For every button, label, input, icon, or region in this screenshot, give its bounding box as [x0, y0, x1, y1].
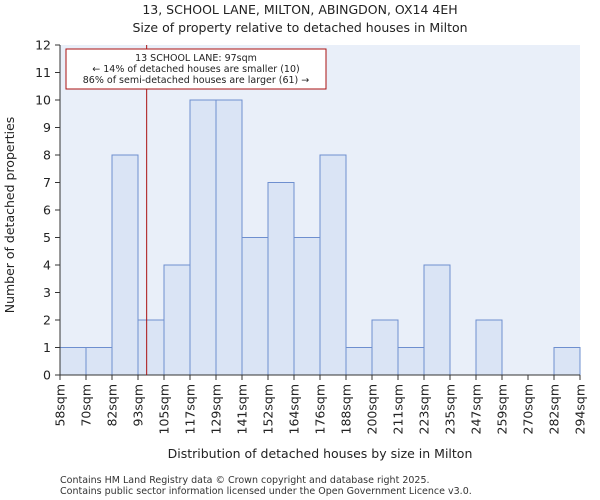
- x-tick-label: 259sqm: [495, 384, 510, 434]
- x-tick-label: 164sqm: [287, 384, 302, 434]
- x-tick-label: 129sqm: [209, 384, 224, 434]
- y-tick-label: 5: [43, 230, 51, 245]
- annotation-box: [65, 48, 327, 90]
- bar-105sqm: [163, 264, 191, 376]
- x-tick-label: 235sqm: [443, 384, 458, 434]
- y-tick-label: 7: [43, 175, 51, 190]
- x-tick-label: 211sqm: [391, 384, 406, 434]
- annotation-line-1: 13 SCHOOL LANE: 97sqm: [135, 53, 257, 64]
- y-tick-label: 8: [43, 148, 51, 163]
- chart-title: 13, SCHOOL LANE, MILTON, ABINGDON, OX14 …: [142, 2, 457, 17]
- footer-line-2: Contains public sector information licen…: [60, 486, 472, 497]
- annotation-line-3: 86% of semi-detached houses are larger (…: [83, 75, 310, 86]
- x-tick-label: 294sqm: [573, 384, 588, 434]
- y-axis-label: Number of detached properties: [2, 117, 17, 314]
- bar-200sqm: [371, 319, 399, 376]
- x-tick-label: 152sqm: [261, 384, 276, 434]
- x-axis-label: Distribution of detached houses by size …: [168, 446, 473, 461]
- y-tick-label: 10: [35, 93, 51, 108]
- x-tick-label: 223sqm: [417, 384, 432, 434]
- x-tick-label: 141sqm: [235, 384, 250, 434]
- y-tick-label: 6: [43, 203, 51, 218]
- bar-93sqm: [137, 319, 165, 376]
- x-tick-label: 82sqm: [105, 384, 120, 427]
- y-tick-label: 4: [43, 258, 51, 273]
- bar-129sqm: [215, 99, 243, 376]
- y-tick-label: 9: [43, 120, 51, 135]
- bar-282sqm: [553, 347, 581, 376]
- x-tick-label: 117sqm: [183, 384, 198, 434]
- x-tick-label: 58sqm: [53, 384, 68, 427]
- x-tick-label: 70sqm: [79, 384, 94, 427]
- footer-line-1: Contains HM Land Registry data © Crown c…: [60, 475, 430, 486]
- x-tick-label: 200sqm: [365, 384, 380, 434]
- bar-164sqm: [293, 237, 321, 376]
- x-tick-label: 270sqm: [521, 384, 536, 434]
- x-tick-label: 247sqm: [469, 384, 484, 434]
- x-tick-label: 105sqm: [157, 384, 172, 434]
- y-tick-label: 0: [43, 368, 51, 383]
- x-axis: 58sqm 70sqm 82sqm 93sqm 105sqm 117sqm 129sqm 14…: [53, 374, 588, 434]
- annotation-line-2: ← 14% of detached houses are smaller (10…: [92, 64, 299, 75]
- bar-70sqm: [85, 347, 113, 376]
- bar-247sqm: [475, 319, 503, 376]
- bar-series: [59, 99, 581, 376]
- bar-176sqm: [319, 154, 347, 376]
- bar-152sqm: [267, 182, 295, 376]
- bar-58sqm: [59, 347, 87, 376]
- chart-subtitle: Size of property relative to detached ho…: [132, 20, 467, 35]
- x-tick-label: 282sqm: [547, 384, 562, 434]
- bar-211sqm: [397, 347, 425, 376]
- bar-141sqm: [241, 237, 269, 376]
- bar-82sqm: [111, 154, 139, 376]
- y-tick-label: 1: [43, 340, 51, 355]
- bar-117sqm: [189, 99, 217, 376]
- x-tick-label: 93sqm: [131, 384, 146, 427]
- y-tick-label: 12: [35, 38, 51, 53]
- y-tick-label: 2: [43, 313, 51, 328]
- y-tick-label: 11: [35, 65, 51, 80]
- x-tick-label: 176sqm: [313, 384, 328, 434]
- bar-223sqm: [423, 264, 451, 376]
- y-tick-label: 3: [43, 285, 51, 300]
- bar-188sqm: [345, 347, 373, 376]
- x-tick-label: 188sqm: [339, 384, 354, 434]
